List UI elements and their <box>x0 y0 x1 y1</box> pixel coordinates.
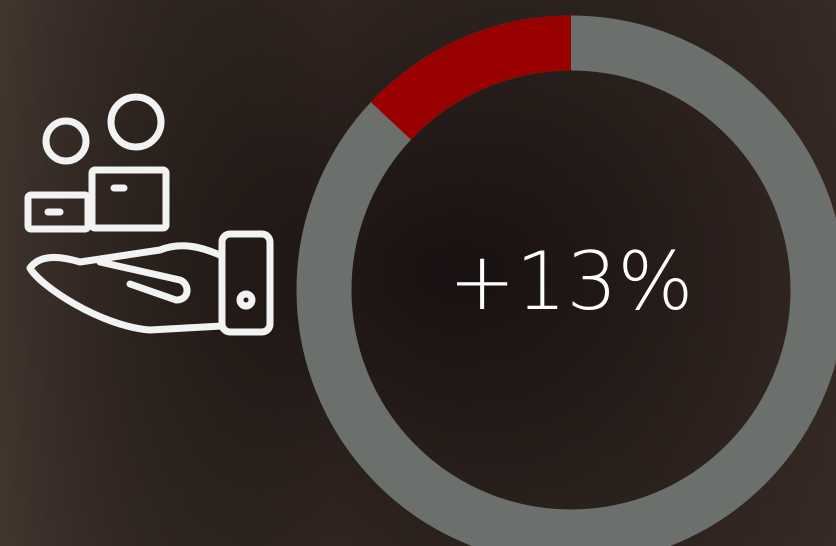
value-label: +13% <box>449 235 694 328</box>
screen: +13% <box>0 0 836 546</box>
